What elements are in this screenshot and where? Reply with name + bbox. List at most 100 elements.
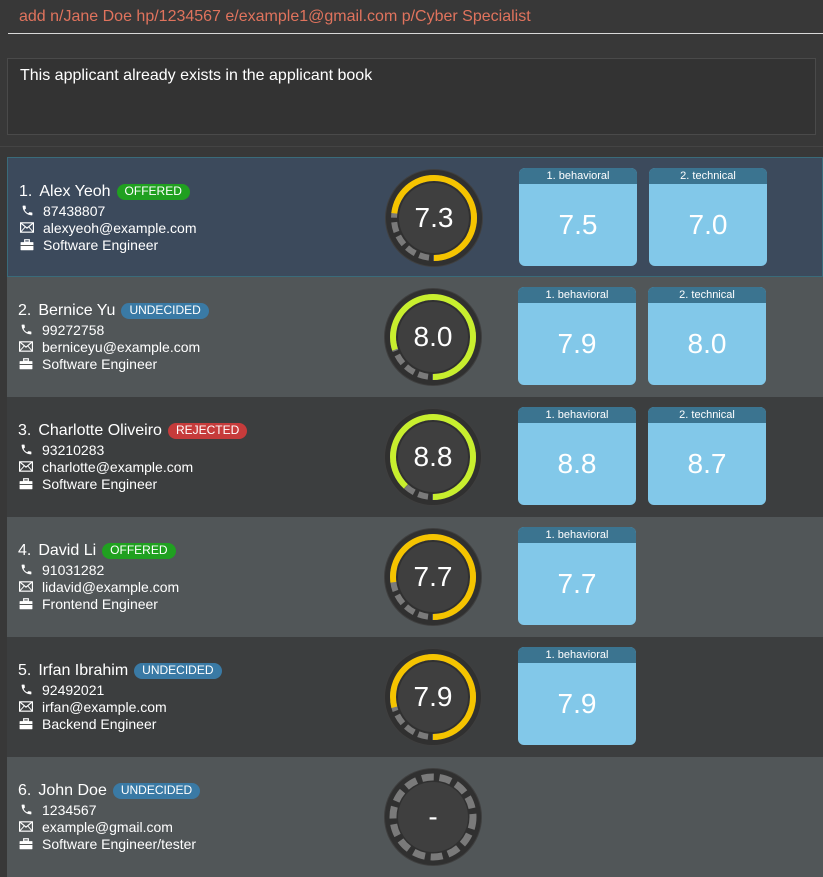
status-badge: UNDECIDED	[112, 783, 201, 799]
briefcase-icon	[18, 477, 34, 491]
applicant-name: John Doe	[38, 782, 107, 799]
name-row: 1. Alex Yeoh OFFERED	[19, 182, 197, 202]
applicant-info: 3. Charlotte Oliveiro REJECTED 93210283 char…	[18, 421, 248, 492]
email-icon	[19, 221, 35, 235]
email-icon	[18, 580, 34, 594]
phone-row: 87438807	[19, 202, 197, 219]
name-row: 5. Irfan Ibrahim UNDECIDED	[18, 661, 222, 681]
position-row: Software Engineer	[18, 475, 247, 492]
overall-score: 7.7	[413, 561, 453, 592]
email-icon	[18, 820, 34, 834]
interview-score: 7.9	[557, 328, 597, 359]
email-row: example@gmail.com	[18, 818, 200, 835]
applicant-list[interactable]: 1. Alex Yeoh OFFERED 87438807 alexyeoh@examp…	[7, 157, 823, 877]
applicant-index: 3.	[18, 422, 32, 439]
phone-value: 99272758	[42, 321, 105, 338]
email-icon	[18, 340, 34, 354]
position-value: Software Engineer	[43, 236, 159, 253]
email-value: alexyeoh@example.com	[43, 219, 197, 236]
applicant-card[interactable]: 6. John Doe UNDECIDED 1234567 example@gmail.…	[7, 757, 823, 877]
score-ring: 8.8	[383, 407, 483, 507]
applicant-name: Bernice Yu	[38, 302, 116, 319]
result-text: This applicant already exists in the app…	[20, 67, 373, 84]
position-row: Backend Engineer	[18, 715, 222, 732]
applicant-card[interactable]: 1. Alex Yeoh OFFERED 87438807 alexyeoh@examp…	[7, 157, 823, 277]
overall-score: 7.3	[414, 202, 454, 233]
email-value: example@gmail.com	[42, 818, 173, 835]
interview-score: 7.5	[558, 209, 598, 240]
score-ring: 7.9	[383, 647, 483, 747]
position-value: Software Engineer/tester	[42, 835, 197, 852]
applicant-card[interactable]: 5. Irfan Ibrahim UNDECIDED 92492021 irfan@ex…	[7, 637, 823, 757]
email-row: irfan@example.com	[18, 698, 222, 715]
interview-card: 1. behavioral 7.9	[518, 287, 636, 385]
score-ring: 8.0	[383, 287, 483, 387]
email-row: lidavid@example.com	[18, 578, 179, 595]
interview-score: 8.8	[557, 448, 597, 479]
applicant-index: 4.	[18, 542, 32, 559]
applicant-info: 4. David Li OFFERED 91031282 lidavid@example…	[18, 541, 179, 612]
overall-score: 8.0	[413, 321, 453, 352]
interview-card: 2. technical 7.0	[649, 168, 767, 266]
applicant-name: David Li	[38, 542, 97, 559]
email-row: alexyeoh@example.com	[19, 219, 197, 236]
briefcase-icon	[19, 238, 35, 252]
position-row: Frontend Engineer	[18, 595, 179, 612]
interview-label: 1. behavioral	[518, 407, 636, 423]
position-value: Software Engineer	[42, 475, 158, 492]
email-row: charlotte@example.com	[18, 458, 247, 475]
applicant-card[interactable]: 3. Charlotte Oliveiro REJECTED 93210283 char…	[7, 397, 823, 517]
interview-score: 8.7	[687, 448, 727, 479]
email-value: irfan@example.com	[42, 698, 167, 715]
position-value: Software Engineer	[42, 355, 158, 372]
interview-card: 2. technical 8.7	[648, 407, 766, 505]
phone-row: 92492021	[18, 681, 222, 698]
interview-card: 1. behavioral 7.7	[518, 527, 636, 625]
status-badge: OFFERED	[116, 184, 190, 200]
score-ring: -	[383, 767, 483, 867]
interview-card: 1. behavioral 7.5	[519, 168, 637, 266]
phone-value: 87438807	[43, 202, 106, 219]
applicant-name: Alex Yeoh	[39, 183, 111, 200]
name-row: 3. Charlotte Oliveiro REJECTED	[18, 421, 248, 441]
command-input[interactable]	[8, 0, 823, 34]
phone-row: 91031282	[18, 561, 179, 578]
status-badge: UNDECIDED	[134, 663, 222, 679]
phone-row: 93210283	[18, 441, 247, 458]
applicant-index: 1.	[19, 183, 33, 200]
phone-value: 91031282	[42, 561, 105, 578]
phone-value: 1234567	[42, 801, 97, 818]
interview-label: 2. technical	[649, 168, 767, 184]
briefcase-icon	[18, 837, 34, 851]
name-row: 2. Bernice Yu UNDECIDED	[18, 301, 209, 321]
interview-score: 7.0	[688, 209, 728, 240]
phone-icon	[18, 563, 34, 577]
score-ring: 7.7	[383, 527, 483, 627]
status-badge: OFFERED	[102, 543, 176, 559]
phone-icon	[19, 204, 35, 218]
phone-row: 99272758	[18, 321, 209, 338]
name-row: 4. David Li OFFERED	[18, 541, 179, 561]
briefcase-icon	[18, 357, 34, 371]
applicant-card[interactable]: 4. David Li OFFERED 91031282 lidavid@example…	[7, 517, 823, 637]
interview-label: 1. behavioral	[518, 647, 636, 663]
interview-card: 2. technical 8.0	[648, 287, 766, 385]
phone-icon	[18, 443, 34, 457]
email-value: berniceyu@example.com	[42, 338, 201, 355]
interview-score: 8.0	[687, 328, 727, 359]
applicant-info: 5. Irfan Ibrahim UNDECIDED 92492021 irfan@ex…	[18, 661, 222, 732]
status-badge: UNDECIDED	[121, 303, 209, 319]
position-row: Software Engineer	[19, 236, 197, 253]
applicant-card[interactable]: 2. Bernice Yu UNDECIDED 99272758 berniceyu@e…	[7, 277, 823, 397]
interview-label: 1. behavioral	[518, 287, 636, 303]
applicant-index: 2.	[18, 302, 32, 319]
email-icon	[18, 460, 34, 474]
applicant-name: Irfan Ibrahim	[38, 662, 129, 679]
overall-score: -	[428, 801, 438, 832]
interview-label: 2. technical	[648, 407, 766, 423]
interview-score: 7.9	[557, 688, 597, 719]
applicant-index: 5.	[18, 662, 32, 679]
overall-score: 8.8	[413, 441, 453, 472]
phone-value: 93210283	[42, 441, 105, 458]
email-icon	[18, 700, 34, 714]
